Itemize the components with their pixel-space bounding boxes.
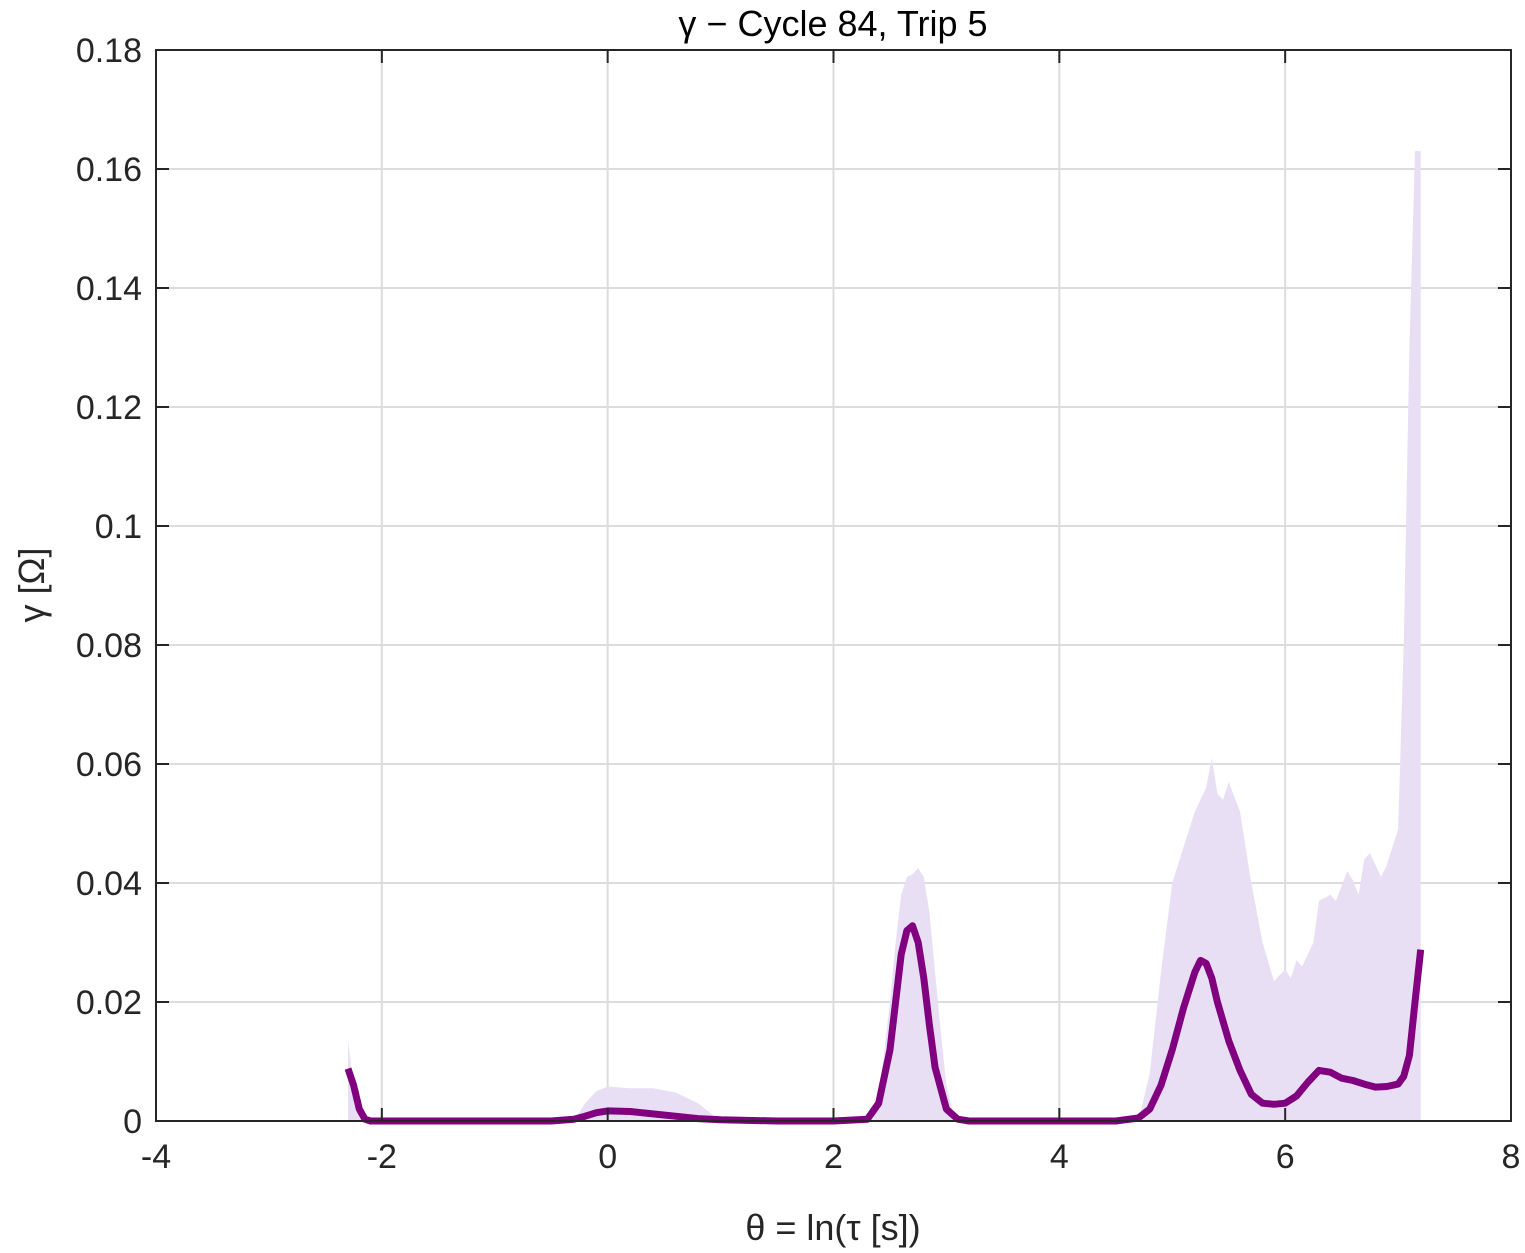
- x-tick-labels: -4 -2 0 2 4 6 8: [141, 1138, 1521, 1176]
- chart-title: γ − Cycle 84, Trip 5: [678, 3, 987, 44]
- x-axis-label: θ = ln(τ [s]): [745, 1207, 920, 1248]
- tick-marks: [155, 49, 1512, 1122]
- x-tick-label: 0: [598, 1138, 617, 1176]
- y-tick-labels: 0 0.02 0.04 0.06 0.08 0.1 0.12 0.14 0.16 0.18: [76, 32, 142, 1141]
- y-tick-label: 0.16: [76, 151, 142, 189]
- y-tick-label: 0.18: [76, 32, 142, 70]
- y-tick-label: 0.08: [76, 627, 142, 665]
- x-tick-label: 4: [1050, 1138, 1069, 1176]
- y-tick-label: 0.12: [76, 389, 142, 427]
- y-tick-label: 0.06: [76, 746, 142, 784]
- y-tick-label: 0.1: [95, 508, 142, 546]
- y-axis-label: γ [Ω]: [11, 548, 52, 623]
- x-tick-label: 8: [1502, 1138, 1521, 1176]
- confidence-band: [348, 151, 1421, 1122]
- y-tick-label: 0: [123, 1103, 142, 1141]
- y-tick-label: 0.14: [76, 270, 142, 308]
- y-tick-label: 0.02: [76, 984, 142, 1022]
- x-tick-label: -2: [367, 1138, 397, 1176]
- y-tick-label: 0.04: [76, 865, 142, 903]
- x-tick-label: 2: [824, 1138, 843, 1176]
- x-tick-label: -4: [141, 1138, 171, 1176]
- x-tick-label: 6: [1276, 1138, 1295, 1176]
